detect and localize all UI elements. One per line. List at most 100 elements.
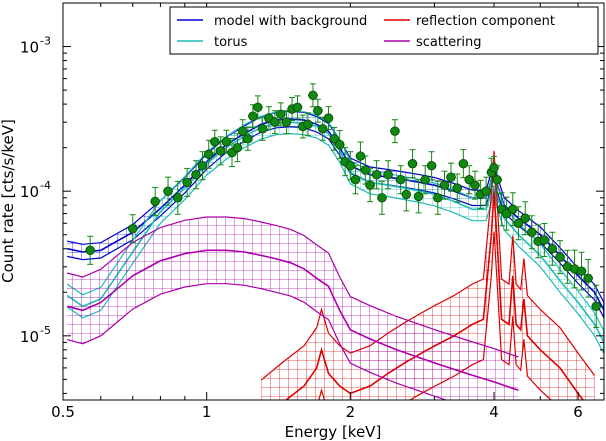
data-marker — [317, 124, 328, 134]
data-point — [371, 160, 382, 190]
data-marker — [303, 119, 313, 130]
data-point — [452, 173, 463, 203]
data-marker — [215, 146, 226, 156]
data-marker — [470, 180, 480, 190]
y-tick-label: 10 — [20, 39, 39, 57]
x-tick-label: 0.5 — [51, 403, 75, 421]
band-fill — [67, 217, 519, 400]
data-point — [492, 165, 503, 195]
data-point — [302, 112, 313, 137]
data-marker — [513, 218, 524, 228]
data-marker — [253, 102, 263, 113]
data-marker — [407, 158, 418, 169]
y-tick-label: 10 — [20, 328, 39, 346]
y-tick-exponent: -5 — [40, 324, 51, 337]
x-tick-label: 2 — [346, 403, 356, 421]
y-tick-exponent: -3 — [40, 35, 51, 48]
data-marker — [163, 186, 173, 196]
data-marker — [243, 134, 253, 144]
y-tick-exponent: -4 — [40, 179, 51, 192]
series-layer — [66, 83, 604, 400]
data-marker — [360, 165, 371, 175]
data-marker — [481, 186, 491, 196]
data-point — [275, 102, 286, 127]
data-point — [197, 151, 208, 181]
legend-entry: torus — [214, 35, 248, 50]
data-marker — [420, 175, 430, 185]
data-marker — [492, 175, 502, 185]
data-marker — [371, 170, 382, 180]
data-marker — [520, 213, 530, 223]
x-tick-label: 4 — [489, 403, 499, 421]
data-point — [350, 165, 361, 195]
data-point — [576, 251, 587, 291]
y-tick-label: 10 — [20, 183, 39, 201]
data-point — [242, 126, 253, 151]
data-marker — [395, 175, 406, 185]
plot-frame — [62, 2, 605, 401]
data-marker — [539, 235, 550, 245]
x-tick-label: 6 — [573, 403, 583, 421]
data-marker — [281, 117, 292, 127]
data-marker — [464, 175, 474, 185]
data-marker — [191, 170, 201, 180]
data-point — [395, 165, 406, 195]
data-point — [464, 165, 475, 195]
series-scattering — [66, 216, 519, 400]
legend-entry: reflection component — [416, 14, 555, 29]
data-point — [520, 201, 531, 236]
data-point — [513, 206, 524, 241]
legend-entry: scattering — [416, 35, 482, 50]
series-line — [66, 249, 519, 392]
data-point — [269, 110, 280, 135]
data-point — [413, 179, 424, 214]
data-point — [317, 116, 328, 141]
data-marker — [583, 273, 593, 283]
data-marker — [433, 193, 443, 203]
data-point — [257, 116, 268, 141]
data-marker — [350, 175, 361, 185]
data-point — [481, 176, 492, 206]
data-point — [182, 167, 193, 197]
data-marker — [232, 142, 243, 153]
legend-entry: model with background — [214, 14, 367, 29]
data-point — [85, 235, 96, 265]
data-marker — [210, 136, 220, 147]
data-marker — [292, 102, 303, 113]
data-point — [312, 98, 323, 123]
data-marker — [197, 161, 208, 171]
data-marker — [270, 117, 280, 127]
data-marker — [547, 244, 558, 254]
data-marker — [85, 245, 95, 256]
data-marker — [150, 196, 160, 207]
data-point — [376, 180, 387, 215]
data-marker — [257, 124, 268, 134]
data-point — [401, 177, 412, 212]
data-marker — [576, 266, 587, 276]
data-marker — [458, 158, 469, 169]
data-point — [292, 95, 303, 120]
data-point — [383, 160, 394, 190]
legend: model with background torus reflection com… — [169, 6, 599, 55]
data-point — [526, 215, 537, 250]
data-point — [591, 284, 602, 328]
data-marker — [377, 193, 387, 203]
data-marker — [413, 191, 424, 202]
data-marker — [401, 189, 412, 200]
data-marker — [390, 126, 400, 136]
data-marker — [508, 204, 518, 214]
data-point — [445, 162, 456, 192]
data-marker — [439, 180, 450, 190]
data-point — [191, 160, 202, 190]
data-point — [470, 170, 481, 200]
data-point — [547, 231, 558, 266]
data-point — [307, 83, 318, 108]
series-data-points — [85, 83, 602, 328]
data-marker — [555, 252, 565, 262]
data-point — [420, 165, 431, 195]
data-point — [334, 130, 345, 160]
series-line — [284, 191, 584, 400]
data-marker — [527, 227, 537, 237]
y-axis-title: Count rate [cts/s/keV] — [0, 119, 17, 283]
